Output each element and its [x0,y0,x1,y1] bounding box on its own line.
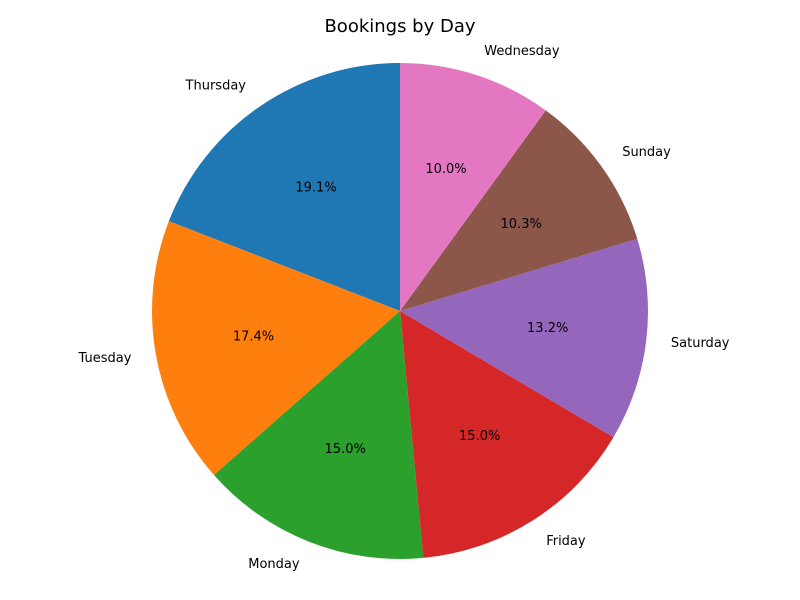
pct-label-tuesday: 17.4% [233,330,274,345]
slice-label-tuesday: Tuesday [78,351,132,366]
slice-label-friday: Friday [546,534,586,549]
pie-slice-wednesday [400,63,546,311]
pie-slice-thursday [168,63,400,311]
slices-layer [152,63,648,560]
slice-label-saturday: Saturday [671,336,730,351]
pct-label-saturday: 13.2% [527,321,568,336]
pct-label-friday: 15.0% [459,429,500,444]
pie-slice-tuesday [152,221,400,476]
pie-slice-friday [400,311,614,558]
pct-label-sunday: 10.3% [501,217,542,232]
slice-label-thursday: Thursday [185,78,247,93]
pie-slice-saturday [400,238,648,438]
slice-label-monday: Monday [248,557,300,572]
pct-label-wednesday: 10.0% [425,162,466,177]
pct-label-monday: 15.0% [325,442,366,457]
pct-label-thursday: 19.1% [295,181,336,196]
slice-label-sunday: Sunday [622,145,671,160]
chart-title: Bookings by Day [324,16,475,37]
pie-slice-sunday [400,110,638,311]
labels-layer: Thursday 19.1% Tuesday 17.4% Monday 15.0% Frid… [78,44,730,572]
slice-label-wednesday: Wednesday [484,44,560,59]
pie-slice-monday [213,311,424,560]
